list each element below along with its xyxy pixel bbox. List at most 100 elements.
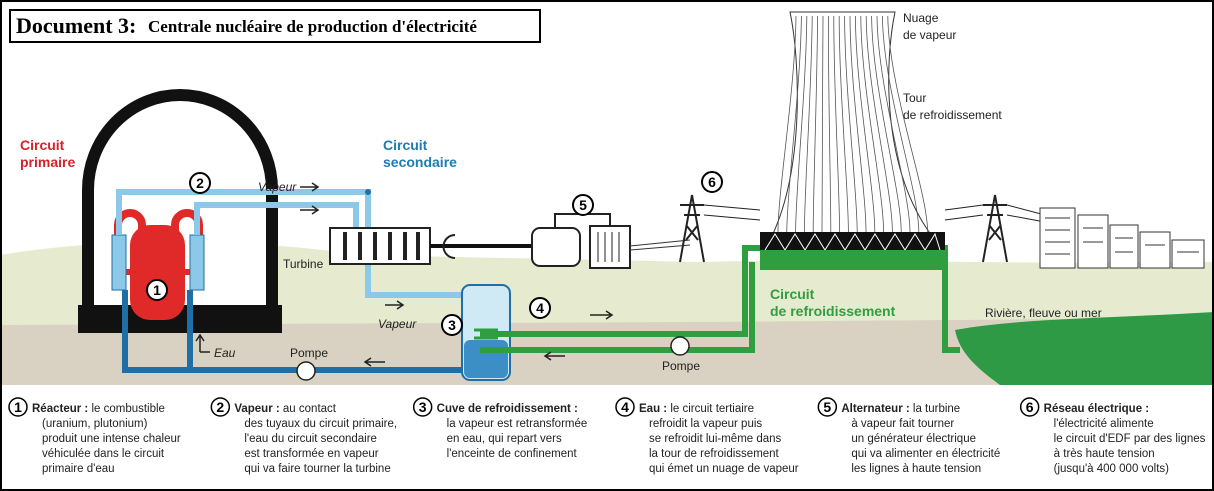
legend-number: 5	[823, 399, 831, 415]
legend-line: primaire d'eau	[42, 463, 115, 475]
legend-text: à vapeur fait tourner	[851, 418, 954, 430]
legend-text: l'enceinte de confinement	[447, 448, 578, 460]
legend-text: le circuit tertiaire	[667, 403, 754, 415]
label: de refroidissement	[903, 108, 1002, 122]
label: Vapeur	[378, 317, 417, 331]
legend-line: Eau : le circuit tertiaire	[639, 403, 754, 415]
marker-number: 2	[196, 175, 204, 191]
legend-number: 1	[14, 399, 22, 415]
legend-line: (jusqu'à 400 000 volts)	[1054, 463, 1170, 475]
marker-number: 3	[448, 317, 456, 333]
legend-line: l'électricité alimente	[1054, 418, 1154, 430]
legend-line: (uranium, plutonium)	[42, 418, 148, 430]
label: Rivière, fleuve ou mer	[985, 306, 1102, 320]
legend-heading: Cuve de refroidissement :	[437, 403, 578, 415]
condenser	[464, 340, 508, 378]
label: de refroidissement	[770, 303, 896, 319]
legend-text: se refroidit lui-même dans	[649, 433, 782, 445]
reactor-building	[190, 235, 204, 290]
legend-text: produit une intense chaleur	[42, 433, 181, 445]
marker-number: 4	[536, 300, 544, 316]
legend-line: les lignes à haute tension	[851, 463, 981, 475]
legend-number: 2	[216, 399, 224, 415]
legend-heading: Eau :	[639, 403, 667, 415]
legend-number: 3	[419, 399, 427, 415]
legend-text: véhiculée dans le circuit	[42, 448, 165, 460]
legend-line: qui émet un nuage de vapeur	[649, 463, 799, 475]
reactor-building	[78, 95, 282, 333]
legend-text: la turbine	[910, 403, 961, 415]
legend-text: la vapeur est retransformée	[447, 418, 588, 430]
legend-number: 6	[1026, 399, 1034, 415]
legend-line: à très haute tension	[1054, 448, 1155, 460]
label: de vapeur	[903, 28, 956, 42]
city	[1172, 240, 1204, 268]
legend-line: la vapeur est retransformée	[447, 418, 588, 430]
legend-line: Cuve de refroidissement :	[437, 403, 578, 415]
legend: 1 Réacteur : le combustible (uranium, plut…	[0, 388, 1214, 491]
label: Circuit	[770, 286, 815, 302]
legend-text: en eau, qui repart vers	[447, 433, 562, 445]
label: Tour	[903, 91, 926, 105]
legend-heading: Alternateur :	[841, 403, 909, 415]
marker-number: 1	[153, 282, 161, 298]
label: Turbine	[283, 257, 324, 271]
legend-text: qui va alimenter en électricité	[851, 448, 1000, 460]
legend-text: primaire d'eau	[42, 463, 115, 475]
legend-text: refroidit la vapeur puis	[649, 418, 762, 430]
legend-line: l'enceinte de confinement	[447, 448, 578, 460]
legend-heading: Vapeur :	[234, 403, 279, 415]
label: Eau	[214, 346, 236, 360]
legend-line: Alternateur : la turbine	[841, 403, 960, 415]
cooling-tower	[760, 232, 945, 250]
label: Pompe	[290, 346, 328, 360]
legend-text: est transformée en vapeur	[244, 448, 378, 460]
legend-heading: Réacteur :	[32, 403, 88, 415]
legend-number: 4	[621, 399, 629, 415]
legend-text: les lignes à haute tension	[851, 463, 981, 475]
legend-line: véhiculée dans le circuit	[42, 448, 165, 460]
city	[1040, 208, 1075, 268]
pumps	[297, 362, 315, 380]
pumps	[671, 337, 689, 355]
cooling-tower	[760, 250, 945, 270]
city	[1110, 225, 1138, 268]
legend-line: Réseau électrique :	[1044, 403, 1149, 415]
legend-line: Réacteur : le combustible	[32, 403, 165, 415]
reactor-building	[112, 235, 126, 290]
legend-text: (jusqu'à 400 000 volts)	[1054, 463, 1170, 475]
document-label: Document 3:	[16, 13, 136, 38]
label: primaire	[20, 154, 75, 170]
city	[1140, 232, 1170, 268]
legend-line: qui va alimenter en électricité	[851, 448, 1000, 460]
label: Vapeur	[258, 180, 297, 194]
label: Pompe	[662, 359, 700, 373]
legend-line: Vapeur : au contact	[234, 403, 336, 415]
label: Nuage	[903, 11, 939, 25]
legend-line: en eau, qui repart vers	[447, 433, 562, 445]
legend-line: l'eau du circuit secondaire	[244, 433, 377, 445]
legend-line: se refroidit lui-même dans	[649, 433, 782, 445]
legend-line: est transformée en vapeur	[244, 448, 378, 460]
legend-text: qui émet un nuage de vapeur	[649, 463, 799, 475]
legend-line: la tour de refroidissement	[649, 448, 780, 460]
legend-text: le circuit d'EDF par des lignes	[1054, 433, 1206, 445]
legend-text: l'électricité alimente	[1054, 418, 1154, 430]
alternator	[532, 228, 580, 266]
diagram: Document 3: Centrale nucléaire de produc…	[0, 0, 1214, 491]
legend-line: produit une intense chaleur	[42, 433, 181, 445]
legend-text: des tuyaux du circuit primaire,	[244, 418, 397, 430]
legend-heading: Réseau électrique :	[1044, 403, 1149, 415]
label: Circuit	[383, 137, 428, 153]
marker-number: 5	[579, 197, 587, 213]
marker-number: 6	[708, 174, 716, 190]
legend-text: (uranium, plutonium)	[42, 418, 148, 430]
legend-text: un générateur électrique	[851, 433, 976, 445]
secondary-circuit	[365, 189, 371, 195]
legend-text: l'eau du circuit secondaire	[244, 433, 377, 445]
legend-line: à vapeur fait tourner	[851, 418, 954, 430]
alternator	[590, 226, 630, 268]
legend-line: qui va faire tourner la turbine	[244, 463, 390, 475]
legend-line: le circuit d'EDF par des lignes	[1054, 433, 1206, 445]
legend-line: refroidit la vapeur puis	[649, 418, 762, 430]
